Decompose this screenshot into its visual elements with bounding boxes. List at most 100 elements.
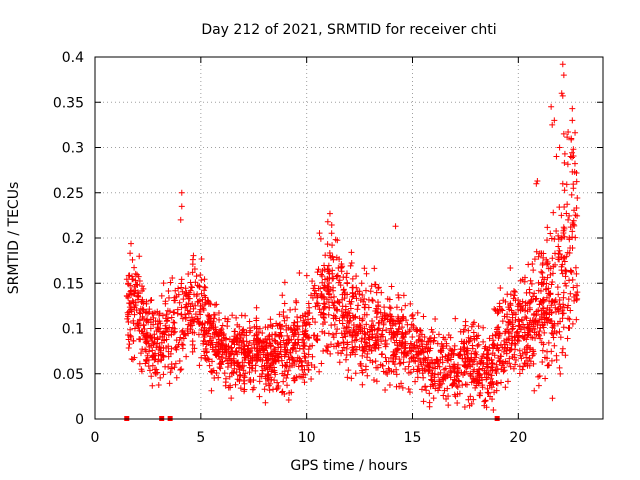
data-point xyxy=(432,315,439,322)
data-point xyxy=(269,335,276,342)
data-point xyxy=(325,262,332,269)
data-point xyxy=(540,341,547,348)
data-point xyxy=(301,319,308,326)
data-point xyxy=(504,291,511,298)
data-point xyxy=(414,327,421,334)
data-point xyxy=(510,309,517,316)
data-point xyxy=(480,359,487,366)
data-point xyxy=(573,178,580,185)
y-axis-label: SRMTID / TECUs xyxy=(6,182,22,295)
data-point xyxy=(176,358,183,365)
data-point xyxy=(184,325,191,332)
data-point xyxy=(160,280,167,287)
data-point xyxy=(146,306,153,313)
data-point xyxy=(402,331,409,338)
data-point xyxy=(292,306,299,313)
data-point xyxy=(538,268,545,275)
data-point xyxy=(198,290,205,297)
data-point xyxy=(530,293,537,300)
data-point xyxy=(149,362,156,369)
data-point xyxy=(273,386,280,393)
data-point xyxy=(196,320,203,327)
data-point xyxy=(326,279,333,286)
data-point xyxy=(164,307,171,314)
data-point xyxy=(240,377,247,384)
data-point xyxy=(571,160,578,167)
data-point xyxy=(171,297,178,304)
data-point xyxy=(388,283,395,290)
data-point xyxy=(476,392,483,399)
data-point xyxy=(174,343,181,350)
data-point xyxy=(558,235,565,242)
data-point xyxy=(339,296,346,303)
data-point xyxy=(285,336,292,343)
data-point xyxy=(311,287,318,294)
data-point xyxy=(484,355,491,362)
data-point xyxy=(516,363,523,370)
data-point xyxy=(559,180,566,187)
data-point xyxy=(499,307,506,314)
data-point xyxy=(563,268,570,275)
data-point xyxy=(361,348,368,355)
data-point xyxy=(542,375,549,382)
data-point xyxy=(419,338,426,345)
data-point xyxy=(574,194,581,201)
data-point xyxy=(284,371,291,378)
data-point xyxy=(327,252,334,259)
data-point xyxy=(157,374,164,381)
data-point xyxy=(327,350,334,357)
data-point xyxy=(539,321,546,328)
data-point xyxy=(142,309,149,316)
data-point xyxy=(567,153,574,160)
data-point xyxy=(339,320,346,327)
data-point xyxy=(573,170,580,177)
data-point xyxy=(472,384,479,391)
data-point xyxy=(384,295,391,302)
data-point xyxy=(396,383,403,390)
data-point xyxy=(540,296,547,303)
data-point xyxy=(519,366,526,373)
data-point xyxy=(343,345,350,352)
data-point xyxy=(277,321,284,328)
data-point xyxy=(424,362,431,369)
data-point xyxy=(382,354,389,361)
data-point xyxy=(256,393,263,400)
data-point xyxy=(402,365,409,372)
data-point xyxy=(290,331,297,338)
data-point xyxy=(162,315,169,322)
data-point xyxy=(259,346,266,353)
data-point xyxy=(538,300,545,307)
data-point xyxy=(564,335,571,342)
data-point xyxy=(480,324,487,331)
data-point xyxy=(357,327,364,334)
data-point xyxy=(508,342,515,349)
data-point xyxy=(306,304,313,311)
data-points xyxy=(123,61,581,413)
data-point xyxy=(216,316,223,323)
data-point xyxy=(438,380,445,387)
data-point xyxy=(530,323,537,330)
data-point xyxy=(325,290,332,297)
data-point xyxy=(353,273,360,280)
data-point xyxy=(388,335,395,342)
data-point xyxy=(206,362,213,369)
data-point xyxy=(228,370,235,377)
data-point xyxy=(406,359,413,366)
data-point xyxy=(317,311,324,318)
data-point xyxy=(349,332,356,339)
data-point xyxy=(549,255,556,262)
data-point xyxy=(420,346,427,353)
data-point xyxy=(344,280,351,287)
data-point xyxy=(379,327,386,334)
data-point xyxy=(235,363,242,370)
data-point xyxy=(525,261,532,268)
data-point xyxy=(490,406,497,413)
data-point xyxy=(222,315,229,322)
data-point xyxy=(146,348,153,355)
data-point xyxy=(131,311,138,318)
data-point xyxy=(226,373,233,380)
data-point xyxy=(280,337,287,344)
data-point xyxy=(203,341,210,348)
data-point xyxy=(140,322,147,329)
data-point xyxy=(380,368,387,375)
